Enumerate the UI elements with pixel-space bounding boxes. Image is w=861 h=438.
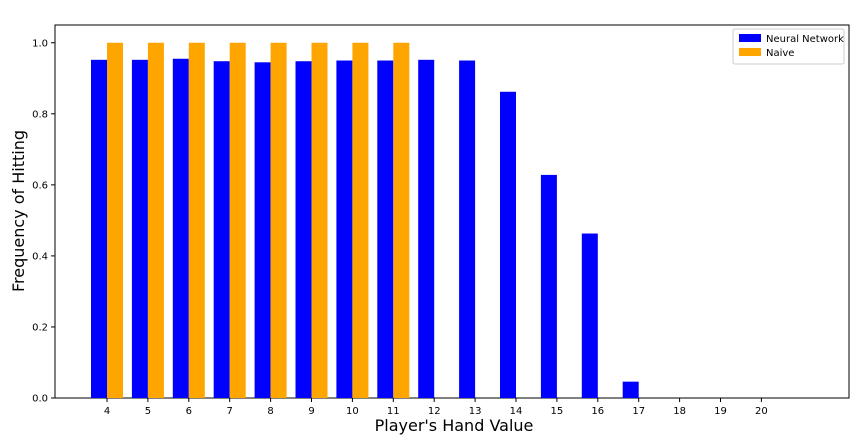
y-tick-label: 0.6 — [32, 180, 48, 191]
x-tick-label: 9 — [308, 406, 314, 417]
bar-neural-network-5 — [131, 59, 148, 399]
bar-naive-11 — [393, 42, 410, 398]
bar-neural-network-8 — [254, 62, 271, 399]
x-tick-label: 11 — [387, 406, 400, 417]
x-tick-label: 20 — [755, 406, 768, 417]
x-axis-title: Player's Hand Value — [375, 416, 534, 435]
bar-neural-network-15 — [540, 174, 557, 398]
y-axis-title: Frequency of Hitting — [9, 130, 28, 292]
x-tick-label: 10 — [346, 406, 359, 417]
x-tick-label: 4 — [104, 406, 110, 417]
bar-neural-network-9 — [295, 61, 312, 398]
y-tick-label: 0.0 — [32, 394, 48, 405]
legend-swatch-neural-network — [739, 34, 761, 42]
legend-label-neural-network: Neural Network — [766, 34, 844, 45]
bar-naive-9 — [311, 42, 328, 398]
bar-neural-network-13 — [459, 60, 476, 399]
y-tick-label: 0.8 — [32, 109, 48, 120]
bar-naive-8 — [270, 42, 287, 398]
x-tick-label: 15 — [551, 406, 564, 417]
bar-neural-network-6 — [172, 58, 189, 398]
bar-naive-4 — [107, 42, 123, 398]
x-tick-label: 18 — [673, 406, 686, 417]
y-tick-label: 0.2 — [32, 322, 48, 333]
x-tick-label: 12 — [428, 406, 441, 417]
y-tick-label: 1.0 — [32, 38, 48, 49]
bar-neural-network-17 — [622, 381, 639, 398]
legend-label-naive: Naive — [766, 48, 794, 59]
bar-neural-network-10 — [336, 60, 353, 399]
bar-neural-network-7 — [213, 61, 230, 398]
x-tick-label: 7 — [227, 406, 233, 417]
legend: Neural Network Naive — [732, 28, 845, 65]
bar-neural-network-4 — [91, 59, 107, 399]
x-tick-label: 17 — [632, 406, 645, 417]
y-axis: 0.0 0.2 0.4 0.6 0.8 1.0 — [32, 38, 55, 405]
bars-group — [91, 42, 639, 399]
bar-neural-network-14 — [500, 91, 516, 398]
bar-naive-10 — [352, 42, 369, 398]
x-axis: 4 5 6 7 8 9 10 11 12 13 14 15 16 17 18 19 20 — [104, 398, 768, 417]
x-tick-label: 19 — [714, 406, 727, 417]
x-tick-label: 5 — [145, 406, 151, 417]
bar-naive-5 — [147, 42, 164, 398]
bar-neural-network-11 — [377, 60, 394, 399]
y-tick-label: 0.4 — [32, 251, 48, 262]
x-tick-label: 8 — [267, 406, 273, 417]
x-tick-label: 14 — [510, 406, 523, 417]
legend-swatch-naive — [739, 48, 761, 56]
bar-naive-6 — [188, 42, 205, 398]
bar-neural-network-12 — [418, 59, 435, 399]
x-tick-label: 6 — [186, 406, 192, 417]
bar-naive-7 — [229, 42, 246, 398]
x-tick-label: 16 — [591, 406, 604, 417]
bar-neural-network-16 — [581, 233, 598, 398]
x-tick-label: 13 — [469, 406, 482, 417]
